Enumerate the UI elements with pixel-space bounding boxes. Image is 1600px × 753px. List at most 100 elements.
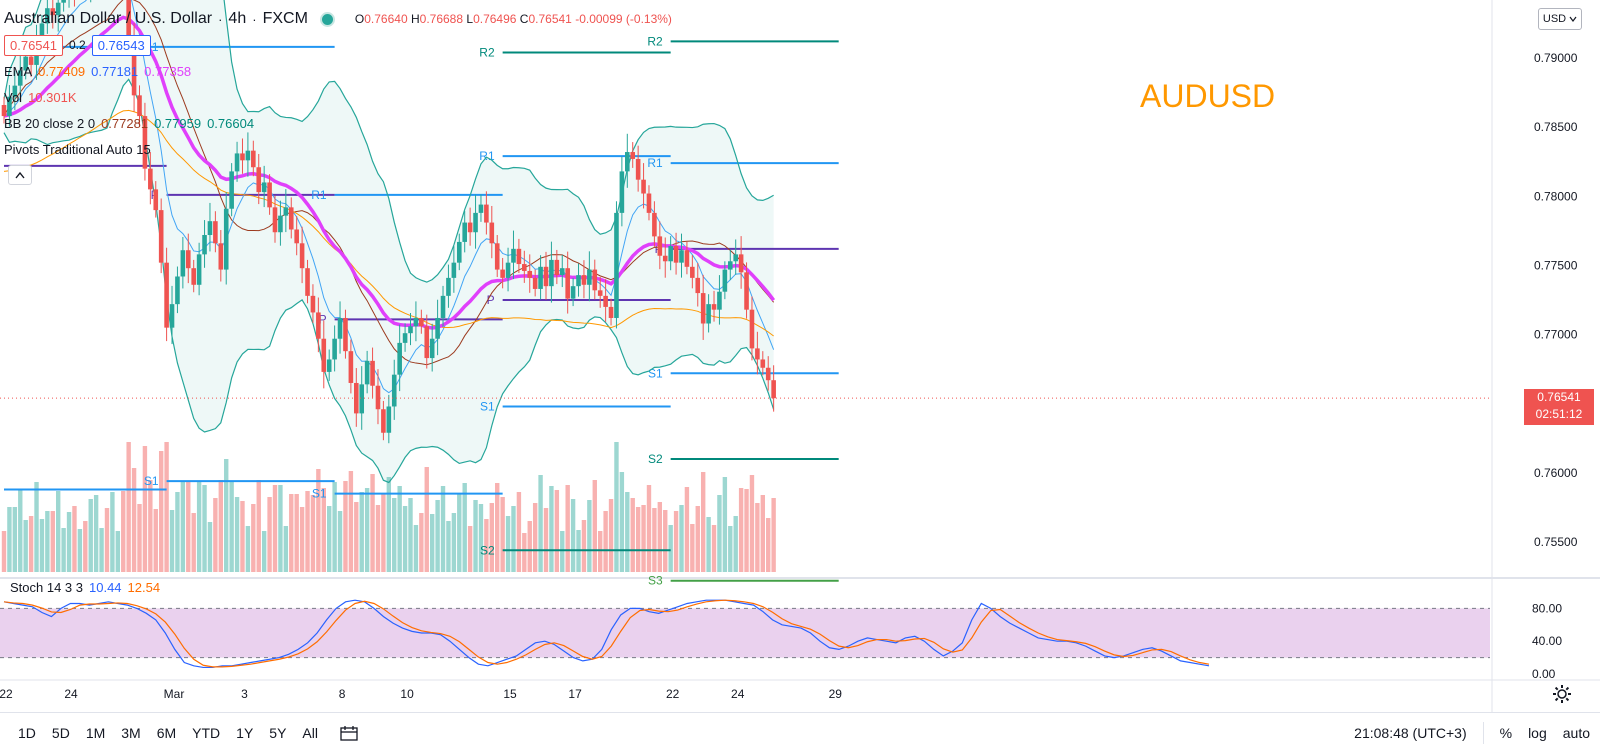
candle (673, 232, 679, 275)
volume-bar (733, 516, 738, 572)
bollinger-legend[interactable]: BB 20 close 2 0 0.77281 0.77959 0.76604 (4, 115, 255, 131)
candle (429, 323, 435, 372)
candle (294, 216, 299, 256)
volume-bar (56, 491, 61, 572)
gear-icon[interactable] (1552, 684, 1572, 704)
candle (662, 237, 668, 278)
volume-bar (522, 533, 527, 572)
interval-label[interactable]: 4h (228, 10, 247, 27)
ema-fast-line (3, 0, 775, 394)
clock-timezone[interactable]: 21:08:48 (UTC+3) (1354, 725, 1467, 741)
volume-bar (570, 499, 576, 572)
candle (646, 185, 652, 221)
candle (695, 262, 701, 307)
range-6m-button[interactable]: 6M (156, 725, 177, 741)
candle (657, 221, 663, 270)
stoch-legend[interactable]: Stoch 14 3 3 10.44 12.54 (10, 580, 161, 595)
volume-bar (467, 526, 473, 572)
quote-row: 0.76541 0.2 0.76543 (4, 32, 672, 58)
candle (489, 205, 495, 259)
volume-bar (158, 451, 164, 572)
volume-bar (240, 501, 245, 572)
volume-bar (28, 516, 34, 572)
range-3m-button[interactable]: 3M (121, 725, 141, 741)
volume-bar (489, 503, 494, 572)
auto-scale-button[interactable]: auto (1562, 725, 1590, 741)
bar-countdown: 02:51:12 (1535, 407, 1583, 422)
volume-bar (229, 481, 234, 572)
range-5d-button[interactable]: 5D (51, 725, 70, 741)
symbol-title[interactable]: Australian Dollar / U.S. Dollar (4, 10, 213, 27)
range-1m-button[interactable]: 1M (85, 725, 106, 741)
volume-bar (61, 528, 66, 572)
volume-bar (354, 502, 359, 572)
pivot-label: S2 (480, 543, 495, 557)
collapse-legend-button[interactable] (8, 165, 32, 185)
stoch-axis-label: 0.00 (1532, 667, 1556, 681)
ema-legend[interactable]: EMA 0.77409 0.77181 0.77358 (4, 63, 192, 79)
candle (527, 254, 533, 293)
volume-bar (560, 531, 565, 572)
volume-bar (543, 508, 549, 572)
volume-bar (630, 498, 635, 572)
time-axis-label: 3 (241, 687, 248, 701)
range-1y-button[interactable]: 1Y (236, 725, 254, 741)
candle (169, 285, 175, 345)
volume-bar (299, 507, 305, 572)
candle (45, 0, 50, 34)
volume-bar (413, 525, 419, 572)
volume-bar (88, 499, 93, 572)
range-1d-button[interactable]: 1D (18, 725, 36, 741)
pivot-label: P (319, 312, 327, 326)
candle (375, 369, 381, 425)
range-5y-button[interactable]: 5Y (269, 725, 287, 741)
volume-bar (148, 480, 153, 572)
candle (370, 347, 375, 398)
price-axis-label: 0.78000 (1534, 189, 1578, 203)
volume-bar (278, 485, 283, 572)
candle (7, 85, 12, 127)
range-ytd-button[interactable]: YTD (192, 725, 221, 741)
candle (614, 201, 619, 329)
candle (727, 249, 733, 281)
volume-bar (115, 531, 121, 572)
volume-bar (581, 520, 587, 572)
volume-bar (462, 483, 467, 572)
chart-legend: Australian Dollar / U.S. Dollar · 4h · F… (4, 6, 672, 188)
volume-bar (364, 488, 370, 572)
currency-selector[interactable]: USD (1538, 8, 1582, 30)
candle (679, 233, 684, 278)
pivot-label: P (487, 293, 495, 307)
volume-bar (72, 506, 77, 572)
volume-legend[interactable]: Vol 10.301K (4, 89, 77, 105)
buy-button[interactable]: 0.76543 (91, 34, 151, 56)
change-value: -0.00099 (-0.13%) (575, 12, 672, 26)
volume-bar (619, 472, 625, 572)
sell-button[interactable]: 0.76541 (4, 34, 63, 56)
close-value: 0.76541 (528, 12, 572, 26)
volume-bar (180, 482, 186, 572)
spread-value: 0.2 (69, 38, 86, 52)
candle (191, 259, 196, 293)
volume-bar (527, 521, 532, 572)
candle (456, 233, 462, 271)
volume-bar (294, 494, 299, 572)
range-all-button[interactable]: All (302, 725, 318, 741)
candle (153, 181, 159, 218)
volume-bar (554, 490, 560, 572)
date-range-icon[interactable] (340, 725, 358, 741)
volume-bar (429, 514, 435, 572)
candle (180, 236, 186, 289)
log-scale-button[interactable]: log (1528, 725, 1547, 741)
volume-bar (451, 513, 457, 572)
volume-bar (402, 506, 408, 572)
pivots-legend[interactable]: Pivots Traditional Auto 15 (4, 141, 151, 157)
volume-bar (440, 486, 446, 572)
candle (597, 277, 603, 308)
candle (581, 260, 587, 299)
volume-bar (505, 516, 511, 572)
percent-scale-button[interactable]: % (1499, 725, 1513, 741)
volume-bar (744, 489, 749, 572)
time-axis-label: Mar (164, 687, 185, 701)
